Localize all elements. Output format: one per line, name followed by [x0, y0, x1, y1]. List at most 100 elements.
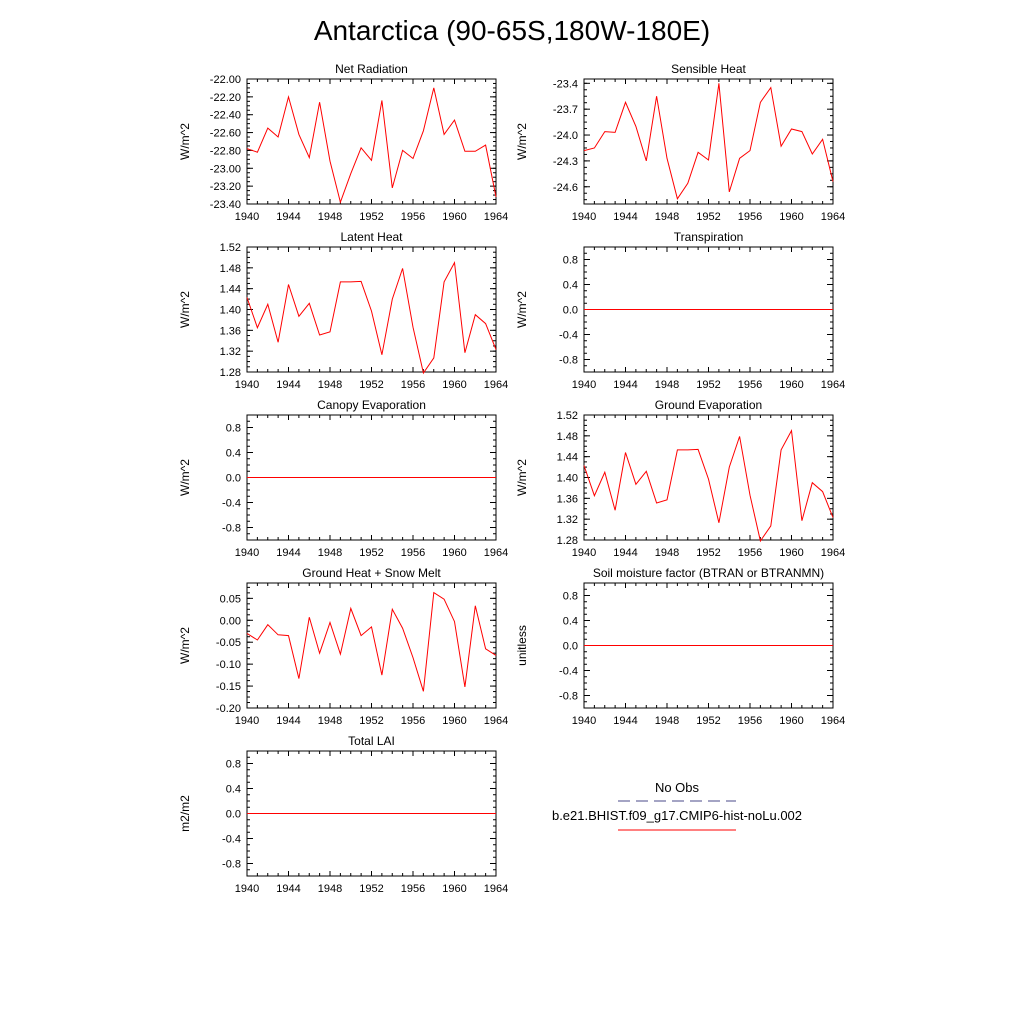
- x-tick-label: 1956: [401, 715, 425, 727]
- panel-title: Net Radiation: [335, 62, 408, 76]
- x-tick-label: 1948: [318, 883, 342, 895]
- x-tick-label: 1960: [779, 715, 803, 727]
- x-tick-label: 1948: [318, 715, 342, 727]
- y-tick-label: 1.36: [220, 325, 241, 337]
- x-tick-label: 1964: [821, 715, 845, 727]
- y-tick-label: 0.05: [220, 593, 241, 605]
- panel-ground-evaporation: Ground Evaporation 1940 1944 1948 1952 1956 19…: [515, 398, 845, 559]
- x-tick-label: 1960: [442, 547, 466, 559]
- panel-title: Total LAI: [348, 734, 395, 748]
- y-tick-label: 0.8: [226, 759, 241, 771]
- x-tick-label: 1964: [821, 379, 845, 391]
- y-tick-label: 1.28: [557, 535, 578, 547]
- y-tick-label: 0.4: [563, 280, 578, 292]
- x-tick-label: 1956: [738, 715, 762, 727]
- y-axis-label: W/m^2: [178, 291, 192, 328]
- plot-frame: [246, 78, 497, 205]
- y-tick-label: -22.20: [210, 92, 241, 104]
- y-tick-label: 1.32: [220, 346, 241, 358]
- y-axis-label: W/m^2: [515, 459, 529, 496]
- series-line-ground-heat-snow-melt: [246, 591, 497, 692]
- legend-label-model: b.e21.BHIST.f09_g17.CMIP6-hist-noLu.002: [552, 808, 802, 823]
- y-tick-label: -23.4: [553, 78, 578, 90]
- y-tick-label: 1.52: [557, 410, 578, 422]
- y-tick-label: 1.32: [557, 514, 578, 526]
- y-tick-label: -0.4: [222, 498, 241, 510]
- x-tick-label: 1964: [821, 211, 845, 223]
- x-tick-label: 1940: [235, 715, 259, 727]
- y-tick-label: 0.00: [220, 615, 241, 627]
- y-tick-label: -0.4: [559, 666, 578, 678]
- x-tick-label: 1956: [401, 379, 425, 391]
- x-tick-label: 1940: [235, 211, 259, 223]
- y-tick-label: -24.3: [553, 156, 578, 168]
- x-tick-label: 1956: [738, 547, 762, 559]
- x-tick-label: 1940: [572, 715, 596, 727]
- y-tick-label: 0.0: [226, 809, 241, 821]
- panel-title: Soil moisture factor (BTRAN or BTRANMN): [593, 566, 824, 580]
- panel-net-radiation: Net Radiation 1940 1944 1948 1952 1956 1960 196…: [178, 62, 508, 223]
- y-tick-label: 0.4: [226, 784, 241, 796]
- panel-title: Transpiration: [674, 230, 744, 244]
- x-tick-label: 1956: [401, 883, 425, 895]
- y-tick-label: 1.48: [220, 263, 241, 275]
- y-tick-label: -0.10: [216, 659, 241, 671]
- panel-transpiration: Transpiration 1940 1944 1948 1952 1956 1960 196…: [515, 230, 845, 391]
- x-tick-label: 1944: [276, 715, 300, 727]
- y-tick-label: 0.8: [563, 591, 578, 603]
- y-tick-label: 1.44: [557, 452, 578, 464]
- x-tick-label: 1952: [696, 379, 720, 391]
- y-tick-label: -23.20: [210, 181, 241, 193]
- y-tick-label: -0.8: [559, 691, 578, 703]
- x-tick-label: 1944: [276, 547, 300, 559]
- y-tick-label: -0.15: [216, 681, 241, 693]
- series-line-latent-heat: [246, 260, 497, 375]
- legend: No Obs b.e21.BHIST.f09_g17.CMIP6-hist-no…: [552, 780, 802, 831]
- panels: Net Radiation 1940 1944 1948 1952 1956 1960 196…: [178, 62, 845, 895]
- x-tick-label: 1940: [572, 211, 596, 223]
- plot-frame: [583, 78, 834, 205]
- x-tick-label: 1948: [318, 379, 342, 391]
- y-tick-label: -0.05: [216, 637, 241, 649]
- y-tick-label: 0.8: [563, 255, 578, 267]
- y-tick-label: 1.40: [220, 305, 241, 317]
- y-axis-label: W/m^2: [178, 627, 192, 664]
- panel-title: Canopy Evaporation: [317, 398, 426, 412]
- y-tick-label: 1.28: [220, 367, 241, 379]
- x-tick-label: 1940: [235, 883, 259, 895]
- y-tick-label: -23.7: [553, 104, 578, 116]
- x-tick-label: 1948: [655, 547, 679, 559]
- y-axis-label: W/m^2: [515, 123, 529, 160]
- y-axis-label: W/m^2: [178, 459, 192, 496]
- y-tick-label: 0.0: [226, 473, 241, 485]
- x-tick-label: 1964: [484, 379, 508, 391]
- y-tick-label: 1.36: [557, 493, 578, 505]
- legend-label-obs: No Obs: [655, 780, 700, 795]
- panel-total-lai: Total LAI 1940 1944 1948 1952 1956 1960 1964 0.8…: [178, 734, 508, 895]
- figure-title: Antarctica (90-65S,180W-180E): [314, 15, 710, 46]
- x-tick-label: 1960: [442, 883, 466, 895]
- x-tick-label: 1952: [359, 379, 383, 391]
- x-tick-label: 1952: [359, 883, 383, 895]
- y-tick-label: 0.0: [563, 641, 578, 653]
- x-tick-label: 1944: [613, 715, 637, 727]
- x-tick-label: 1944: [276, 883, 300, 895]
- x-tick-label: 1940: [572, 547, 596, 559]
- x-tick-label: 1944: [613, 211, 637, 223]
- series-line-sensible-heat: [583, 83, 834, 201]
- x-tick-label: 1948: [655, 715, 679, 727]
- y-tick-label: -24.0: [553, 130, 578, 142]
- x-tick-label: 1964: [821, 547, 845, 559]
- y-tick-label: -0.20: [216, 703, 241, 715]
- y-tick-label: 1.48: [557, 431, 578, 443]
- series-line-net-radiation: [246, 87, 497, 204]
- x-tick-label: 1944: [613, 379, 637, 391]
- x-tick-label: 1964: [484, 547, 508, 559]
- panel-sensible-heat: Sensible Heat 1940 1944 1948 1952 1956 1960 196…: [515, 62, 845, 223]
- x-tick-label: 1940: [235, 547, 259, 559]
- x-tick-label: 1948: [318, 211, 342, 223]
- panel-title: Ground Evaporation: [655, 398, 762, 412]
- y-tick-label: -24.6: [553, 182, 578, 194]
- y-tick-label: -0.4: [559, 330, 578, 342]
